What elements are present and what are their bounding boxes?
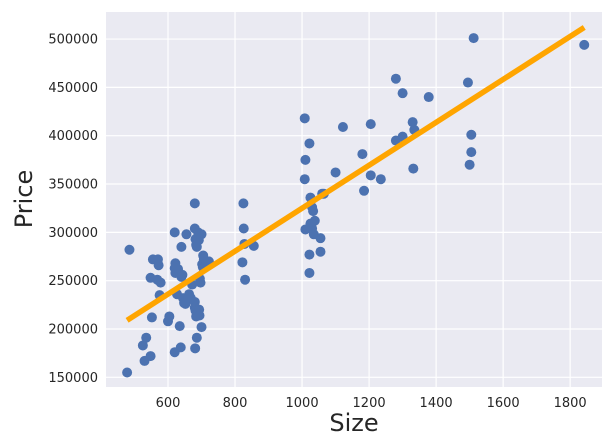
data-point-3	[137, 340, 148, 351]
y-tick-label-5: 400000	[48, 129, 98, 144]
data-point-13	[155, 277, 166, 288]
plot-area	[106, 12, 602, 387]
y-tick-label-1: 200000	[48, 323, 98, 338]
data-point-102	[462, 77, 473, 88]
data-point-82	[309, 215, 320, 226]
data-point-83	[315, 233, 326, 244]
grid	[106, 12, 602, 387]
data-point-49	[195, 277, 206, 288]
y-tick-label-4: 350000	[48, 178, 98, 193]
regression-line-segment	[125, 25, 586, 323]
y-tick-labels: 150000 200000 250000 300000 350000 400000 4500…	[48, 33, 98, 386]
data-point-24	[176, 241, 187, 252]
data-point-15	[164, 311, 175, 322]
regression-line	[125, 25, 586, 323]
data-point-106	[468, 33, 479, 44]
data-point-84	[315, 246, 326, 257]
data-point-44	[191, 332, 202, 343]
y-tick-label-3: 300000	[48, 226, 98, 241]
data-point-73	[304, 138, 315, 149]
data-point-52	[194, 310, 205, 321]
data-point-105	[466, 147, 477, 158]
data-point-75	[304, 249, 315, 260]
data-point-91	[365, 119, 376, 130]
data-point-89	[357, 149, 368, 160]
data-point-10	[153, 260, 164, 271]
data-point-98	[407, 117, 418, 128]
data-point-74	[304, 267, 315, 278]
data-point-65	[238, 223, 249, 234]
y-tick-label-6: 450000	[48, 81, 98, 96]
data-point-1	[122, 367, 133, 378]
data-point-69	[299, 113, 310, 124]
data-point-90	[359, 185, 370, 196]
data-point-94	[390, 73, 401, 84]
data-point-45	[190, 343, 201, 354]
data-point-80	[308, 206, 319, 217]
data-point-53	[196, 322, 207, 333]
data-point-30	[181, 229, 192, 240]
x-tick-label-6: 1600	[487, 396, 520, 411]
data-point-88	[337, 122, 348, 133]
data-point-16	[169, 227, 180, 238]
x-tick-label-1: 600	[156, 396, 181, 411]
data-point-0	[124, 244, 135, 255]
data-point-55	[196, 229, 207, 240]
data-point-5	[145, 351, 156, 362]
data-point-6	[146, 312, 157, 323]
data-point-96	[397, 88, 408, 99]
data-point-54	[169, 347, 180, 358]
data-point-26	[177, 269, 188, 280]
data-point-4	[141, 332, 152, 343]
data-point-64	[238, 198, 249, 209]
data-point-101	[423, 92, 434, 103]
data-point-103	[464, 159, 475, 170]
data-point-71	[299, 174, 310, 185]
data-point-104	[466, 129, 477, 140]
y-axis-label: Price	[10, 170, 38, 229]
y-tick-label-2: 250000	[48, 274, 98, 289]
x-tick-label-4: 1200	[353, 396, 386, 411]
y-tick-label-0: 150000	[48, 371, 98, 386]
x-tick-label-2: 800	[223, 396, 248, 411]
x-tick-labels: 600 800 1000 1200 1400 1600 1800	[156, 396, 587, 411]
x-axis-label: Size	[329, 409, 378, 437]
x-tick-label-7: 1800	[554, 396, 587, 411]
x-tick-label-5: 1400	[420, 396, 453, 411]
data-point-70	[300, 154, 311, 165]
data-point-67	[240, 274, 251, 285]
data-point-92	[365, 170, 376, 181]
data-point-93	[375, 174, 386, 185]
data-point-63	[237, 257, 248, 268]
data-point-107	[579, 39, 590, 50]
data-point-35	[189, 198, 200, 209]
data-point-87	[330, 167, 341, 178]
y-tick-label-7: 500000	[48, 33, 98, 48]
data-point-99	[408, 163, 419, 174]
data-point-22	[174, 321, 185, 332]
x-tick-label-3: 1000	[286, 396, 319, 411]
